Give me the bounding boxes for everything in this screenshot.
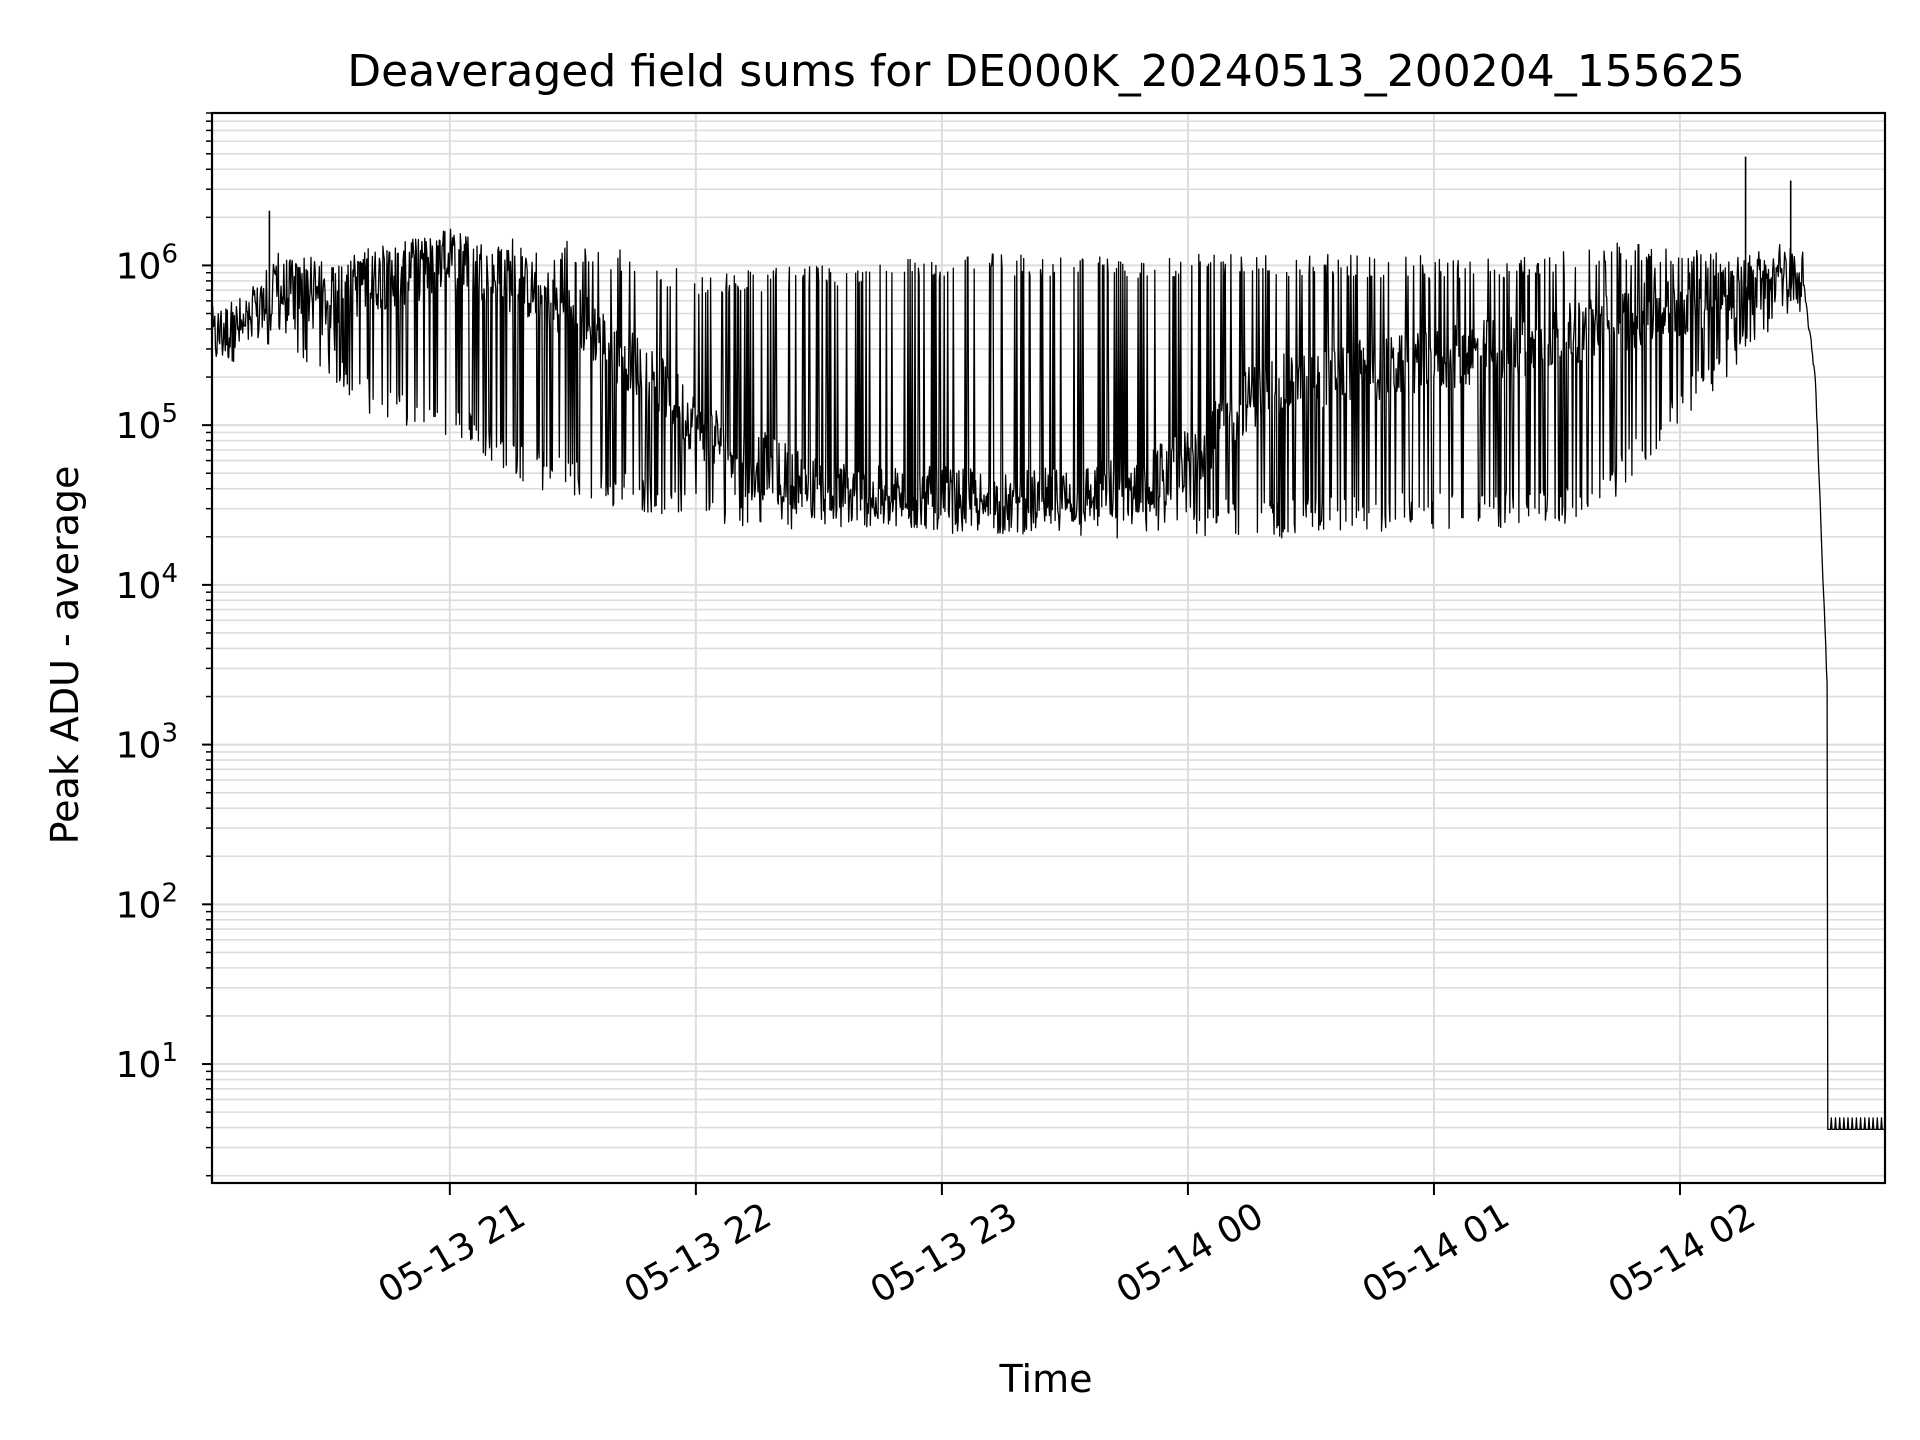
y-tick-exponent: 3 <box>161 719 178 749</box>
y-tick-exponent: 1 <box>161 1038 178 1068</box>
y-tick-base: 10 <box>116 566 162 607</box>
y-tick-base: 10 <box>116 246 162 287</box>
y-tick-label: 101 <box>116 1038 178 1086</box>
chart-title: Deaveraged field sums for DE000K_2024051… <box>347 46 1744 97</box>
series-group <box>211 156 1885 1131</box>
y-tick-exponent: 2 <box>161 878 178 908</box>
y-tick-label: 102 <box>116 878 178 926</box>
series-line <box>211 228 1885 1131</box>
y-tick-base: 10 <box>116 885 162 926</box>
y-tick-label: 105 <box>116 399 178 447</box>
x-axis-label: Time <box>999 1357 1093 1401</box>
y-tick-exponent: 6 <box>161 239 178 269</box>
y-tick-exponent: 5 <box>161 399 178 429</box>
y-tick-label: 103 <box>116 719 178 767</box>
grid-lines <box>212 112 1885 1183</box>
y-tick-exponent: 4 <box>161 559 178 589</box>
y-tick-label: 104 <box>116 559 178 607</box>
y-tick-base: 10 <box>116 1045 162 1086</box>
plot-frame <box>210 111 1887 1185</box>
y-tick-base: 10 <box>116 406 162 447</box>
y-tick-label: 106 <box>116 239 178 287</box>
axes <box>202 111 1887 1195</box>
y-axis-label: Peak ADU - average <box>43 466 87 845</box>
y-tick-base: 10 <box>116 726 162 767</box>
